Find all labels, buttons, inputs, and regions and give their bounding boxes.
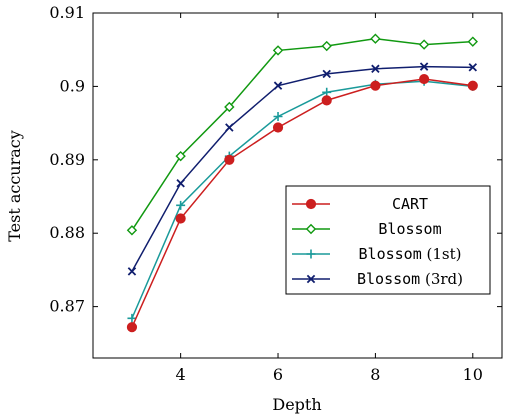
y-tick-label: 0.88 [49, 223, 85, 242]
data-point [273, 112, 283, 121]
legend-swatch-marker [305, 198, 317, 210]
legend-label-name: CART [392, 195, 428, 213]
legend-label-suffix: (1st) [422, 245, 462, 263]
data-point [224, 101, 235, 113]
series-3 [127, 62, 478, 276]
legend-label-suffix: (3rd) [420, 270, 463, 288]
series-0 [126, 73, 478, 333]
data-point [418, 39, 430, 50]
legend-label: CART [392, 195, 428, 213]
series-line [131, 80, 473, 319]
x-axis-label: Depth [272, 395, 321, 414]
data-point [176, 200, 186, 210]
data-point [418, 73, 430, 85]
x-tick-label: 8 [370, 365, 380, 384]
y-axis-label: Test accuracy [5, 130, 24, 242]
data-point [370, 80, 381, 91]
series-line [131, 78, 473, 328]
data-point [468, 63, 478, 72]
axis-ticks: 4 6 8 10 0.87 0.88 0.89 0.9 0.91 [49, 3, 502, 384]
y-tick-label: 0.87 [49, 297, 85, 316]
x-tick-label: 4 [176, 365, 186, 384]
y-tick-label: 0.89 [49, 150, 85, 169]
data-point [467, 36, 478, 47]
legend-label-name: Blossom [359, 245, 422, 263]
y-tick-label: 0.9 [60, 76, 85, 95]
series-line [131, 65, 473, 272]
data-point [419, 62, 429, 71]
data-series [126, 33, 478, 333]
legend-label-name: Blossom [378, 220, 441, 238]
data-point [225, 123, 234, 132]
legend-label-name: Blossom [357, 270, 420, 288]
data-point [224, 154, 235, 165]
legend-swatch-marker [306, 274, 316, 284]
x-tick-label: 6 [273, 365, 283, 384]
legend-label: Blossom (3rd) [357, 270, 463, 288]
data-point [126, 322, 138, 333]
legend-swatch-marker [306, 249, 316, 259]
data-point [272, 122, 284, 133]
legend-label: Blossom [378, 220, 441, 238]
data-point [127, 313, 137, 323]
data-point [321, 40, 332, 52]
data-point [127, 267, 137, 276]
data-point [126, 225, 138, 236]
legend-label: Blossom (1st) [359, 245, 462, 263]
x-tick-label: 10 [463, 365, 483, 384]
data-point [176, 179, 185, 188]
data-point [273, 81, 283, 90]
data-point [321, 95, 332, 106]
legend-swatch-marker [305, 223, 317, 235]
y-tick-label: 0.91 [49, 3, 85, 22]
data-point [371, 64, 380, 74]
data-point [467, 80, 478, 91]
plot-frame [92, 12, 503, 359]
data-point [370, 33, 381, 44]
data-point [272, 45, 284, 56]
series-line [131, 37, 473, 231]
data-point [322, 69, 331, 79]
data-point [175, 150, 186, 162]
data-point [175, 213, 186, 224]
series-1 [126, 33, 478, 236]
